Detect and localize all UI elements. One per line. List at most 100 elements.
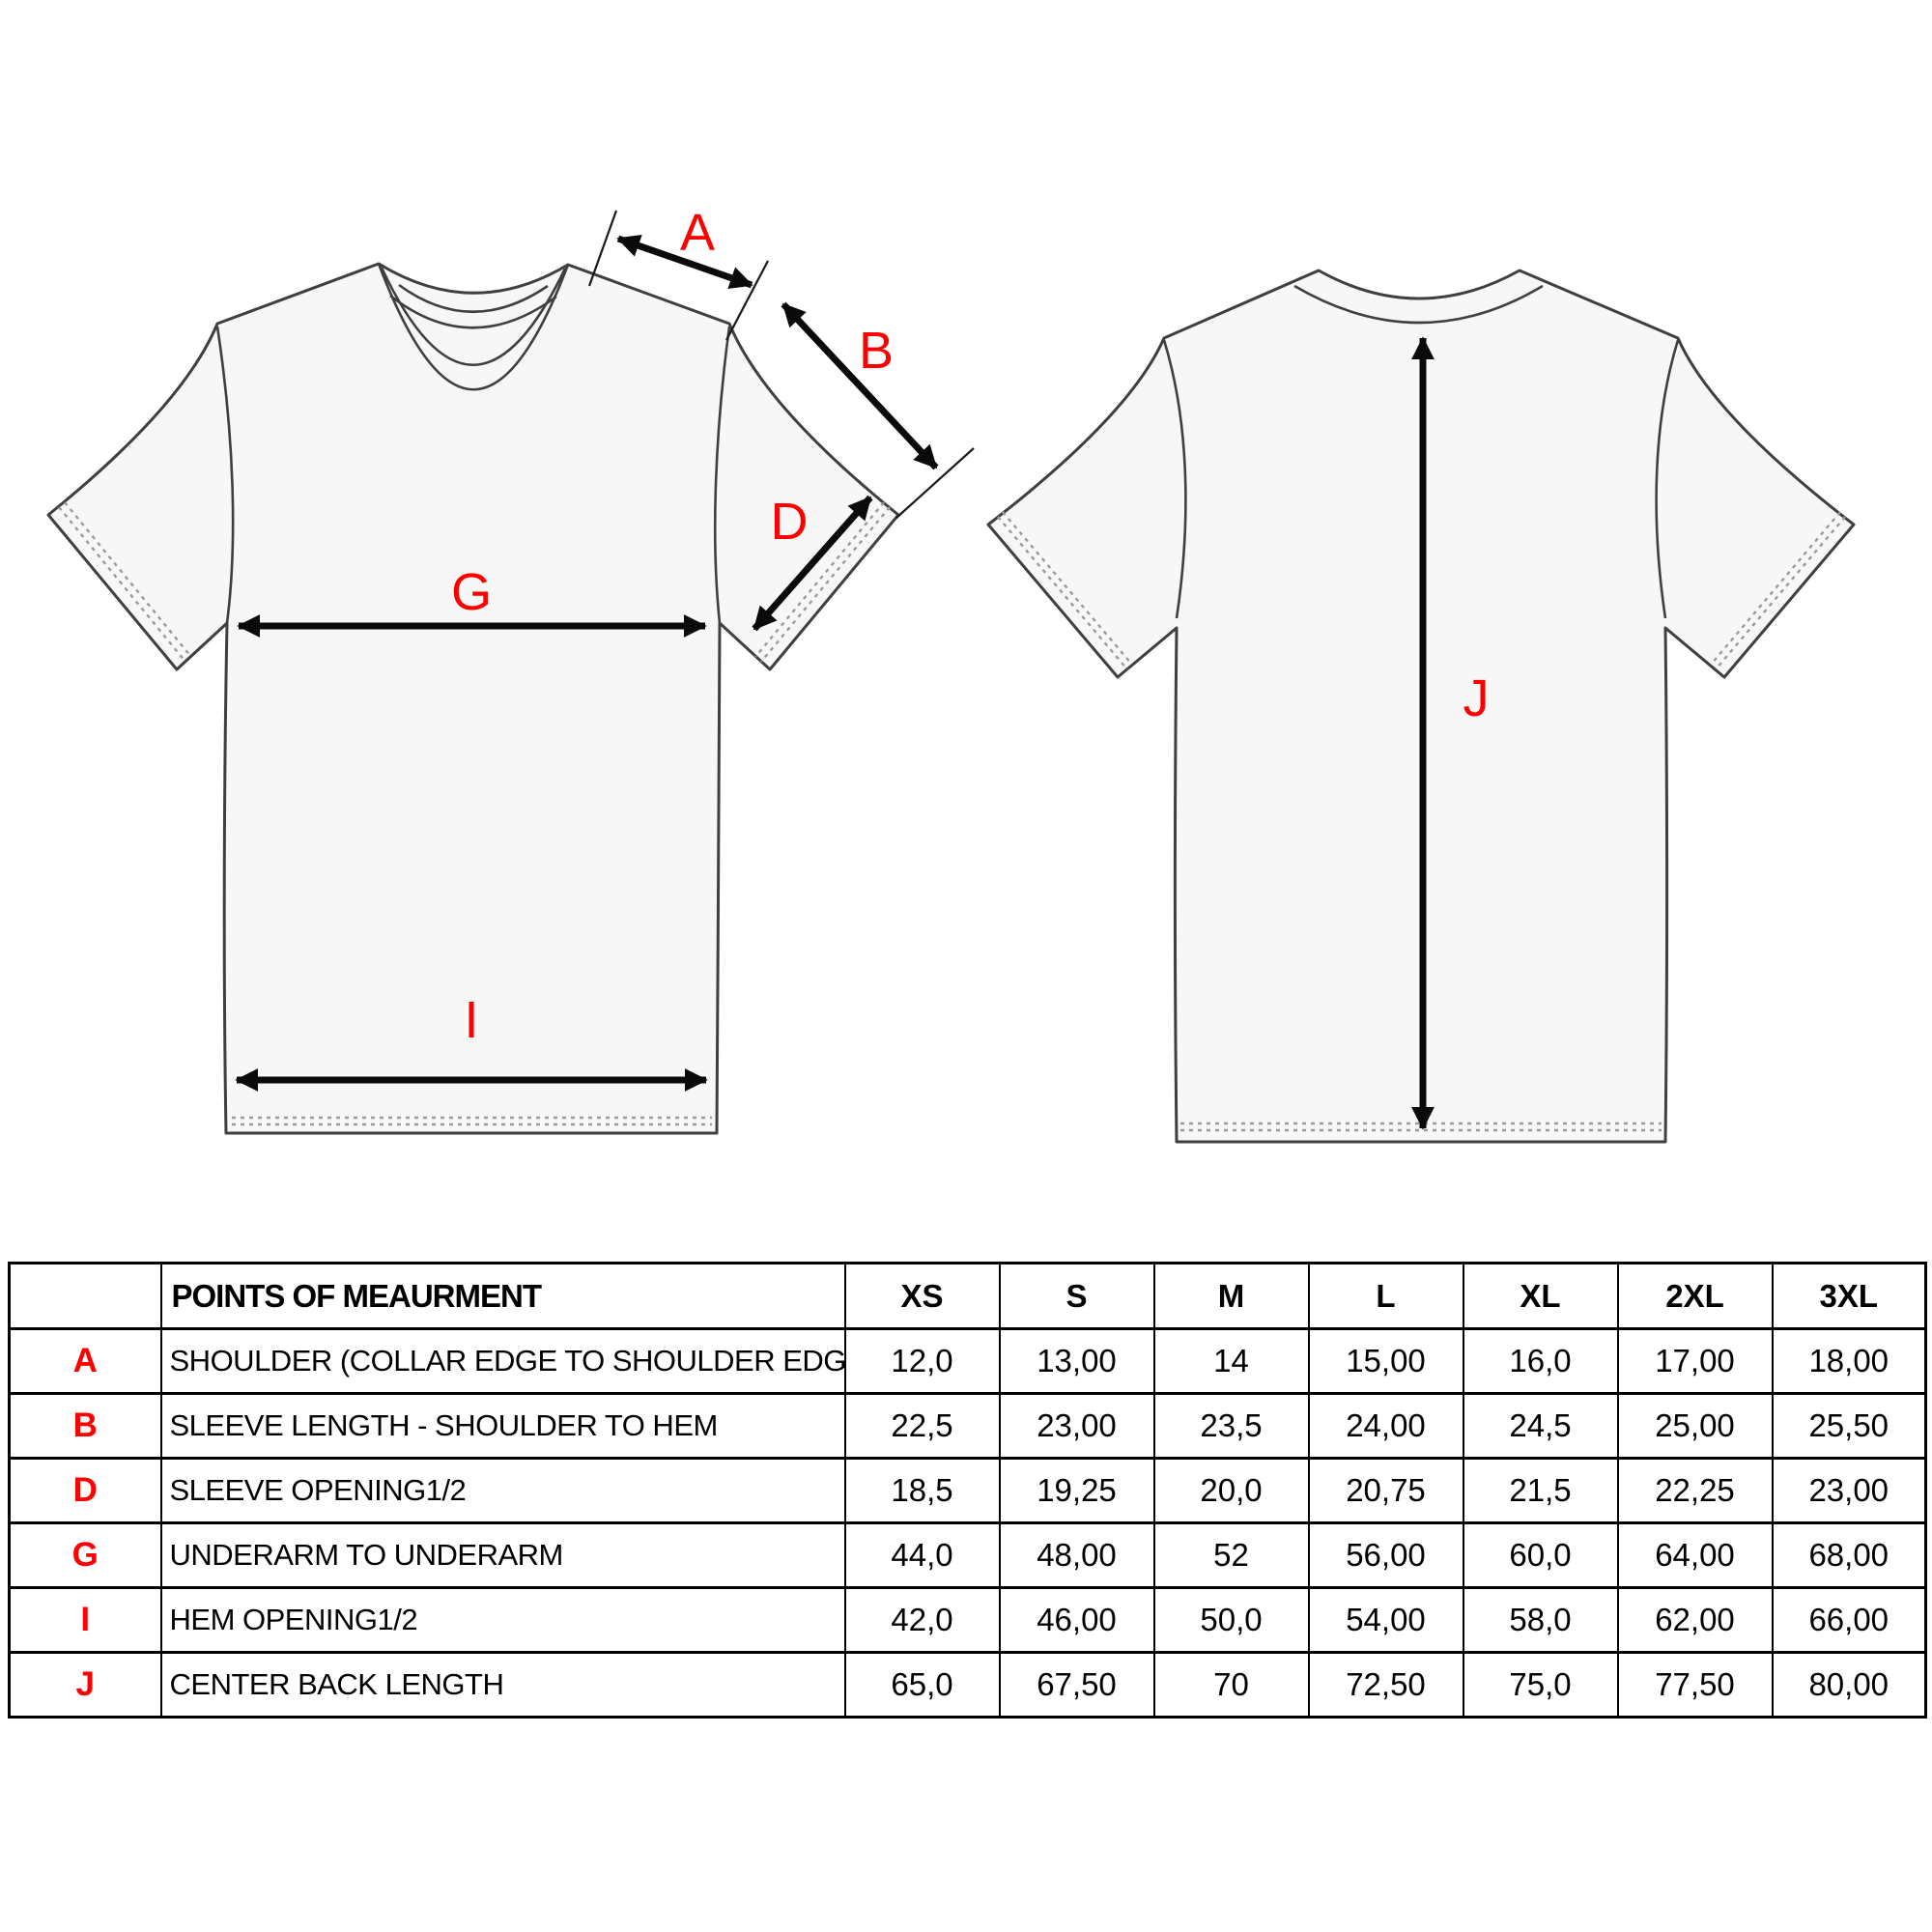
front-right-sleeve-stitching bbox=[754, 501, 885, 658]
measurement-value: 70 bbox=[1152, 1651, 1310, 1719]
table-row: G UNDERARM TO UNDERARM 44,0 48,00 52 56,00 60,… bbox=[8, 1521, 1927, 1589]
corner-header-cell bbox=[8, 1262, 162, 1330]
measurement-value: 65,0 bbox=[843, 1651, 1001, 1719]
measurement-value: 24,5 bbox=[1462, 1392, 1619, 1460]
measurement-value: 17,00 bbox=[1616, 1327, 1774, 1395]
label-B: B bbox=[859, 322, 894, 380]
table-body: A SHOULDER (COLLAR EDGE TO SHOULDER EDGE)… bbox=[8, 1327, 1927, 1719]
measurement-value: 66,00 bbox=[1771, 1586, 1927, 1654]
row-letter: D bbox=[8, 1457, 162, 1524]
row-letter: B bbox=[8, 1392, 162, 1460]
measurement-value: 22,5 bbox=[843, 1392, 1001, 1460]
measurement-value: 46,00 bbox=[998, 1586, 1155, 1654]
row-letter: G bbox=[8, 1521, 162, 1589]
measurement-value: 56,00 bbox=[1307, 1521, 1464, 1589]
table-row: I HEM OPENING1/2 42,0 46,00 50,0 54,00 58,0 62,… bbox=[8, 1586, 1927, 1654]
row-measurement-name: CENTER BACK LENGTH bbox=[159, 1651, 846, 1719]
points-of-measurement-header: POINTS OF MEAURMENT bbox=[159, 1262, 846, 1330]
measurement-value: 52 bbox=[1152, 1521, 1310, 1589]
measurement-value: 42,0 bbox=[843, 1586, 1001, 1654]
measurement-value: 23,00 bbox=[1771, 1457, 1927, 1524]
measurement-value: 14 bbox=[1152, 1327, 1310, 1395]
extension-line bbox=[725, 260, 769, 341]
table-row: D SLEEVE OPENING1/2 18,5 19,25 20,0 20,75 21,5… bbox=[8, 1457, 1927, 1524]
measurement-value: 12,0 bbox=[843, 1327, 1001, 1395]
back-left-sleeve-stitching bbox=[997, 516, 1128, 670]
label-I: I bbox=[464, 991, 478, 1049]
measurement-table: POINTS OF MEAURMENT XS S M L XL 2XL 3XL A SHOUL… bbox=[8, 1262, 1927, 1719]
extension-line bbox=[895, 447, 975, 519]
label-G: G bbox=[451, 563, 492, 621]
tshirt-front-outline bbox=[46, 262, 900, 1135]
measurement-value: 72,50 bbox=[1307, 1651, 1464, 1719]
measurement-value: 25,00 bbox=[1616, 1392, 1774, 1460]
measurement-value: 58,0 bbox=[1462, 1586, 1619, 1654]
measurement-value: 44,0 bbox=[843, 1521, 1001, 1589]
measurement-value: 75,0 bbox=[1462, 1651, 1619, 1719]
measurement-value: 21,5 bbox=[1462, 1457, 1619, 1524]
back-left-sleeve-stitching bbox=[1002, 511, 1133, 666]
row-measurement-name: UNDERARM TO UNDERARM bbox=[159, 1521, 846, 1589]
row-measurement-name: SLEEVE OPENING1/2 bbox=[159, 1457, 846, 1524]
measurement-value: 68,00 bbox=[1771, 1521, 1927, 1589]
dimension-labels: A B D G I J bbox=[451, 204, 1490, 1049]
row-letter: J bbox=[8, 1651, 162, 1719]
back-left-armhole-seam bbox=[1162, 339, 1187, 619]
measurement-value: 62,00 bbox=[1616, 1586, 1774, 1654]
label-A: A bbox=[680, 204, 715, 262]
size-column-header: XL bbox=[1462, 1262, 1619, 1330]
measurement-value: 67,50 bbox=[998, 1651, 1155, 1719]
measurement-value: 16,0 bbox=[1462, 1327, 1619, 1395]
sleeve-length-dimension-arrow-B bbox=[781, 301, 939, 470]
front-right-armhole-seam bbox=[713, 326, 731, 624]
measurement-value: 20,0 bbox=[1152, 1457, 1310, 1524]
row-measurement-name: SLEEVE LENGTH - SHOULDER TO HEM bbox=[159, 1392, 846, 1460]
measurement-value: 13,00 bbox=[998, 1327, 1155, 1395]
back-neck-line-1 bbox=[398, 283, 549, 314]
measurement-value: 23,00 bbox=[998, 1392, 1155, 1460]
back-right-sleeve-stitching bbox=[1710, 511, 1841, 666]
measurement-value: 20,75 bbox=[1307, 1457, 1464, 1524]
measurement-value: 23,5 bbox=[1152, 1392, 1310, 1460]
front-left-sleeve-stitching bbox=[64, 501, 192, 658]
back-collar-seam bbox=[1293, 284, 1544, 325]
measurement-value: 48,00 bbox=[998, 1521, 1155, 1589]
back-right-sleeve-stitching bbox=[1715, 516, 1846, 670]
extension-line bbox=[587, 210, 618, 287]
table-row: A SHOULDER (COLLAR EDGE TO SHOULDER EDGE)… bbox=[8, 1327, 1927, 1395]
tshirt-front-view bbox=[46, 262, 900, 1135]
row-measurement-name: SHOULDER (COLLAR EDGE TO SHOULDER EDGE) bbox=[159, 1327, 846, 1395]
measurement-value: 60,0 bbox=[1462, 1521, 1619, 1589]
front-right-sleeve-stitching bbox=[760, 506, 891, 663]
tshirt-measurement-diagram: A B D G I J bbox=[46, 204, 1856, 1144]
size-column-header: 3XL bbox=[1771, 1262, 1927, 1330]
size-column-header: S bbox=[998, 1262, 1155, 1330]
measurement-value: 64,00 bbox=[1616, 1521, 1774, 1589]
shoulder-dimension-arrow-A bbox=[616, 234, 753, 290]
measurement-value: 77,50 bbox=[1616, 1651, 1774, 1719]
size-column-header: 2XL bbox=[1616, 1262, 1774, 1330]
measurement-value: 15,00 bbox=[1307, 1327, 1464, 1395]
measurement-value: 18,5 bbox=[843, 1457, 1001, 1524]
front-left-armhole-seam bbox=[215, 326, 235, 624]
measurement-value: 18,00 bbox=[1771, 1327, 1927, 1395]
measurement-value: 22,25 bbox=[1616, 1457, 1774, 1524]
row-letter: I bbox=[8, 1586, 162, 1654]
label-J: J bbox=[1463, 669, 1490, 727]
measurement-value: 50,0 bbox=[1152, 1586, 1310, 1654]
label-D: D bbox=[771, 493, 809, 551]
front-left-sleeve-stitching bbox=[58, 506, 186, 663]
size-column-header: L bbox=[1307, 1262, 1464, 1330]
row-letter: A bbox=[8, 1327, 162, 1395]
size-column-header: XS bbox=[843, 1262, 1001, 1330]
dimension-arrows bbox=[235, 210, 1435, 1130]
measurement-value: 54,00 bbox=[1307, 1586, 1464, 1654]
back-right-armhole-seam bbox=[1655, 339, 1680, 619]
back-neck-line-2 bbox=[389, 294, 557, 329]
table-row: B SLEEVE LENGTH - SHOULDER TO HEM 22,5 23,0… bbox=[8, 1392, 1927, 1460]
collar-seam-inner bbox=[380, 267, 567, 366]
row-measurement-name: HEM OPENING1/2 bbox=[159, 1586, 846, 1654]
measurement-value: 19,25 bbox=[998, 1457, 1155, 1524]
measurement-value: 25,50 bbox=[1771, 1392, 1927, 1460]
